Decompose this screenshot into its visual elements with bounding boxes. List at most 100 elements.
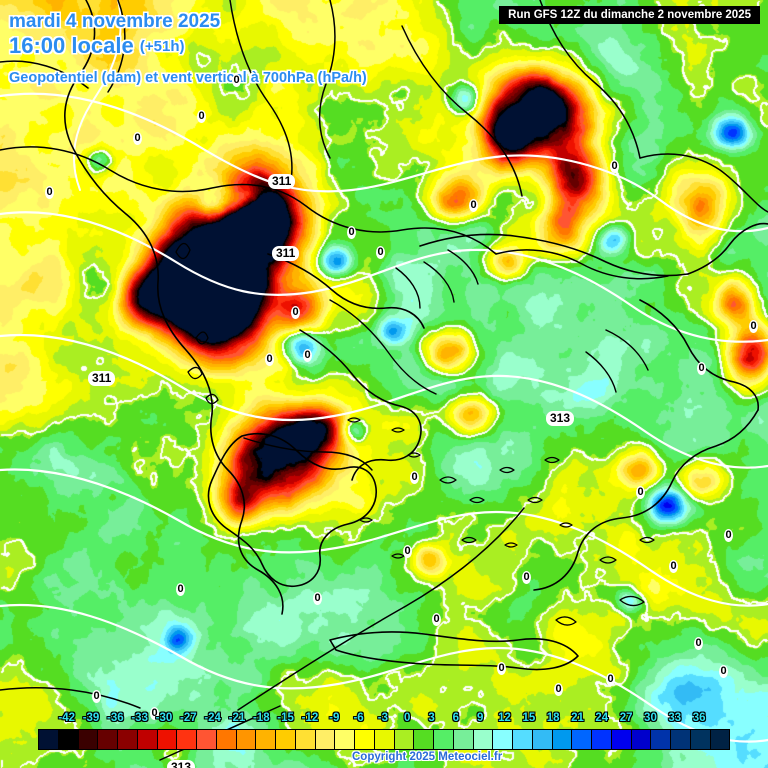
colorbar-swatch (453, 730, 474, 749)
zero-contour-label: 0 (197, 110, 206, 123)
colorbar-swatch (631, 730, 652, 749)
colorbar-tick: -39 (82, 712, 100, 724)
zero-contour-label: 0 (376, 246, 385, 259)
zero-contour-label: 0 (669, 560, 678, 573)
valid-date-label: mardi 4 novembre 2025 (9, 11, 221, 32)
colorbar-swatch (690, 730, 711, 749)
zero-contour-label: 0 (697, 362, 706, 375)
colorbar-tick: -18 (252, 712, 270, 724)
colorbar-swatch (434, 730, 454, 749)
colorbar-tick: -9 (329, 712, 340, 724)
parameter-title-label: Geopotentiel (dam) et vent vertical à 70… (9, 70, 367, 86)
zero-contour-label: 0 (303, 349, 312, 362)
colorbar-swatch (295, 730, 316, 749)
forecast-offset-label: (+51h) (139, 38, 185, 55)
colorbar-tick: -6 (353, 712, 364, 724)
colorbar-tick: 0 (404, 712, 411, 724)
colorbar-tick: 30 (644, 712, 657, 724)
colorbar-swatch (335, 730, 355, 749)
colorbar-swatch (513, 730, 533, 749)
zero-contour-label: 0 (150, 707, 159, 720)
valid-time-text: 16:00 locale (9, 33, 134, 58)
zero-contour-label: 0 (410, 471, 419, 484)
colorbar-tick: 24 (595, 712, 609, 724)
colorbar-tick: 21 (571, 712, 584, 724)
colorbar-tick: 9 (476, 712, 484, 724)
colorbar-tick: -24 (204, 712, 221, 724)
colorbar-swatch (276, 730, 296, 749)
colorbar-swatch (177, 730, 197, 749)
colorbar-swatch (58, 730, 79, 749)
colorbar-tick: -30 (155, 712, 173, 724)
zero-contour-label: 0 (497, 662, 506, 675)
colorbar-swatch (39, 730, 59, 749)
colorbar-tick: 18 (546, 712, 560, 724)
colorbar-tick: 27 (619, 712, 633, 724)
zero-contour-label: 0 (133, 132, 142, 145)
colorbar-tick: -42 (58, 712, 75, 724)
colorbar-tick: -21 (228, 712, 246, 724)
zero-contour-label: 0 (694, 637, 703, 650)
colorbar-swatch (256, 730, 276, 749)
zero-contour-label: 0 (265, 353, 274, 366)
zero-contour-label: 0 (313, 592, 322, 605)
colorbar-swatch (611, 730, 632, 749)
zero-contour-label: 0 (403, 545, 412, 558)
zero-contour-label: 0 (347, 226, 356, 239)
colorbar-tick: 12 (498, 712, 511, 724)
colorbar-tick: 33 (668, 712, 682, 724)
colorbar-swatches (38, 729, 730, 750)
colorbar-tick: -12 (301, 712, 319, 724)
colorbar-swatch (216, 730, 237, 749)
geopotential-contour-label: 313 (546, 411, 575, 426)
colorbar-swatch (710, 730, 730, 749)
zero-contour-label: 0 (469, 199, 478, 212)
geopotential-contour-label: 311 (88, 371, 116, 386)
zero-contour-label: 0 (432, 613, 441, 626)
colorbar-tick: -3 (377, 712, 389, 724)
colorbar-tick: 3 (428, 712, 435, 724)
colorbar-swatch (118, 730, 138, 749)
colorbar-legend: -42 -39 -36 -33 -30 -27 -24 -21 -18 -15 -12 -9 -6 -3 0… (0, 710, 768, 768)
colorbar-tick: 36 (692, 712, 706, 724)
colorbar-tick: -36 (107, 712, 124, 724)
colorbar-swatch (355, 730, 375, 749)
colorbar-swatch (78, 730, 99, 749)
colorbar-swatch (671, 730, 691, 749)
colorbar-swatch (414, 730, 434, 749)
colorbar-swatch (197, 730, 217, 749)
colorbar-swatch (552, 730, 573, 749)
colorbar-swatch (394, 730, 415, 749)
colorbar-tick: -27 (180, 712, 197, 724)
colorbar-swatch (592, 730, 612, 749)
colorbar-swatch (236, 730, 257, 749)
zero-contour-label: 0 (92, 690, 101, 703)
colorbar-swatch (374, 730, 395, 749)
colorbar-tick: 6 (452, 712, 460, 724)
zero-contour-label: 0 (749, 320, 758, 333)
zero-contour-label: 0 (554, 683, 563, 696)
zero-contour-label: 0 (45, 186, 54, 199)
colorbar-swatch (137, 730, 158, 749)
model-run-banner: Run GFS 12Z du dimanche 2 novembre 2025 (499, 6, 760, 24)
colorbar-tick: -33 (131, 712, 148, 724)
zero-contour-label: 0 (176, 583, 185, 596)
zero-contour-label: 0 (724, 529, 733, 542)
colorbar-tick: 15 (522, 712, 536, 724)
zero-contour-label: 0 (291, 306, 300, 319)
colorbar-tick-labels: -42 -39 -36 -33 -30 -27 -24 -21 -18 -15 -12 -9 -6 -3 0… (38, 712, 730, 728)
zero-contour-label: 0 (232, 74, 241, 87)
copyright-label: Copyright 2025 Meteociel.fr (352, 751, 503, 763)
colorbar-tick: -15 (277, 712, 294, 724)
colorbar-swatch (473, 730, 494, 749)
colorbar-swatch (157, 730, 178, 749)
zero-contour-label: 0 (610, 160, 619, 173)
zero-contour-label: 0 (719, 665, 728, 678)
colorbar-swatch (315, 730, 336, 749)
colorbar-swatch (532, 730, 553, 749)
valid-time-label: 16:00 locale (+51h) (9, 33, 184, 59)
colorbar-swatch (493, 730, 513, 749)
zero-contour-label: 0 (522, 571, 531, 584)
